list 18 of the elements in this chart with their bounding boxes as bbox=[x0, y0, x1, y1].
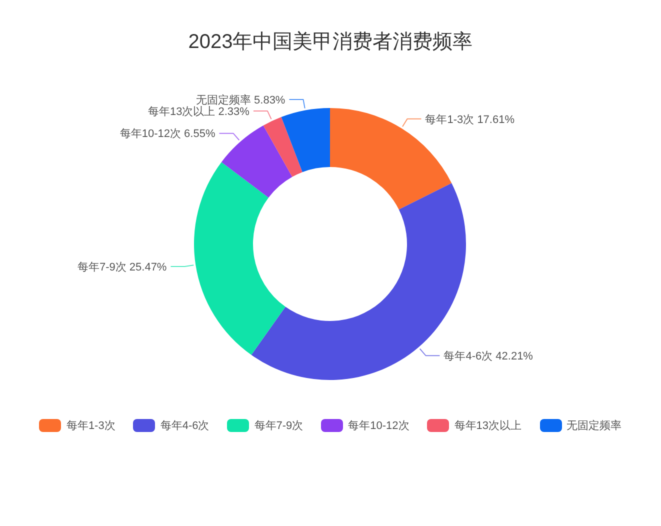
donut-slice bbox=[263, 117, 302, 177]
category-label: 每年10-12次 6.55% bbox=[120, 128, 216, 140]
category-label: 每年1-3次 17.61% bbox=[425, 114, 515, 126]
category-label: 每年13次以上 2.33% bbox=[148, 106, 250, 118]
legend-label: 每年13次以上 bbox=[454, 419, 522, 433]
category-label: 无固定频率 5.83% bbox=[196, 94, 286, 106]
legend-label: 每年4-6次 bbox=[160, 419, 210, 433]
category-label: 每年7-9次 25.47% bbox=[77, 261, 167, 274]
chart-title: 2023年中国美甲消费者消费频率 bbox=[187, 30, 474, 55]
legend-label: 每年1-3次 bbox=[66, 419, 116, 433]
category-label: 每年4-6次 42.21% bbox=[444, 350, 533, 362]
donut-slice bbox=[194, 162, 286, 355]
donut-slice bbox=[221, 125, 292, 198]
legend-label: 每年7-9次 bbox=[254, 419, 304, 433]
donut-slice bbox=[281, 108, 330, 172]
legend-label: 无固定频率 bbox=[566, 418, 622, 433]
legend-label: 每年10-12次 bbox=[348, 419, 410, 433]
donut-slice bbox=[251, 183, 466, 380]
